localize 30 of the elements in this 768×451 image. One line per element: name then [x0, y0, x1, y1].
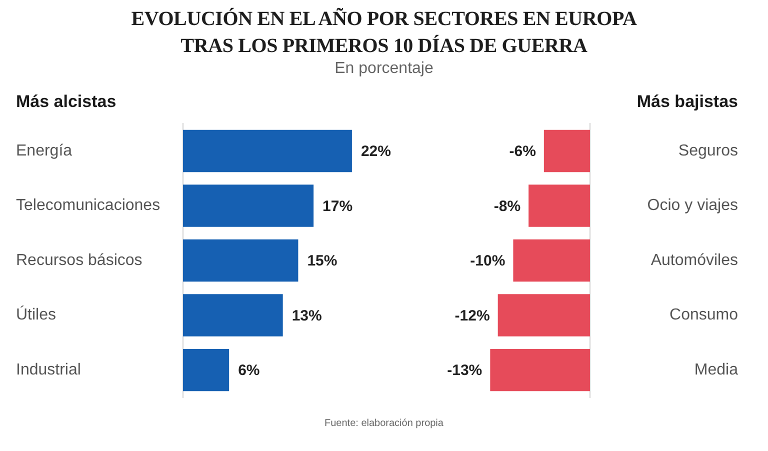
bar	[183, 294, 283, 336]
y-tick-label: Útiles	[16, 306, 56, 324]
y-tick-label: Automóviles	[650, 252, 738, 269]
bar	[183, 130, 352, 172]
text: En porcentaje	[334, 60, 434, 78]
data-label: 15%	[307, 252, 338, 270]
data-label: 13%	[292, 307, 322, 324]
y-tick-label: Energía	[16, 142, 72, 160]
data-label: -12%	[454, 307, 490, 324]
y-tick-label: Industrial	[16, 361, 81, 378]
data-label: 22%	[360, 143, 391, 160]
data-label: 17%	[322, 198, 353, 215]
text: EVOLUCIÓN EN EL AÑO POR SECTORES EN EUROPA TRAS LOS PRIMEROS 10 DÍAS DE GUERRA	[130, 6, 638, 59]
data-label: -13%	[447, 362, 482, 380]
source-note: Fuente: elaboración propia	[324, 418, 444, 429]
y-tick-label: Media	[694, 361, 738, 378]
y-tick-label: Recursos básicos	[16, 252, 142, 269]
chart-title: Más alcistas	[16, 92, 116, 111]
y-tick-label: Seguros	[678, 142, 738, 160]
y-tick-label: Telecomunicaciones	[16, 197, 160, 214]
data-label: -8%	[494, 198, 521, 215]
y-tick-label: Consumo	[670, 306, 738, 324]
data-label: -6%	[509, 143, 536, 160]
text: Más bajistas	[636, 92, 738, 111]
bar	[183, 239, 298, 282]
bar	[183, 184, 314, 227]
data-label: 6%	[238, 362, 260, 380]
y-tick-label: Ocio y viajes	[647, 197, 738, 214]
data-label: -10%	[470, 252, 506, 270]
bar	[183, 348, 230, 392]
